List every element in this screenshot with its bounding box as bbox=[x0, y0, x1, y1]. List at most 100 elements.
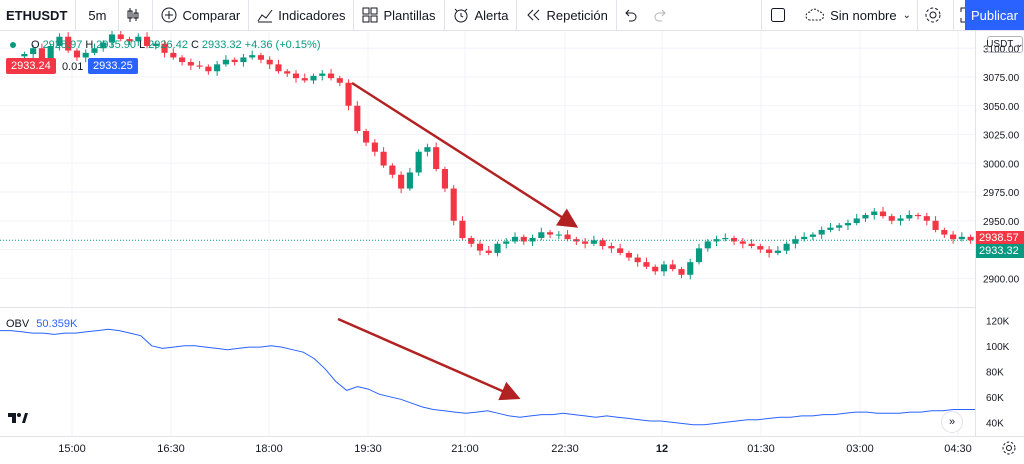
candle-body bbox=[143, 36, 151, 46]
candle-body bbox=[161, 43, 168, 53]
chevron-down-icon: ⌄ bbox=[902, 9, 911, 21]
obv-label: OBV bbox=[6, 318, 30, 330]
time-tick-label: 16:30 bbox=[157, 443, 185, 455]
time-tick-label: 04:30 bbox=[944, 443, 972, 455]
time-tick-label: 21:00 bbox=[451, 443, 479, 455]
time-tick-label: 12 bbox=[656, 443, 668, 455]
obv-value: 50.359K bbox=[36, 318, 78, 330]
candle-body bbox=[704, 241, 711, 249]
candle-body bbox=[836, 225, 843, 228]
currency-selector[interactable]: USDT ⌄ bbox=[986, 36, 1024, 53]
indicators-icon bbox=[257, 9, 273, 23]
candle-body bbox=[214, 64, 221, 72]
interval-button[interactable]: 5m bbox=[76, 0, 120, 31]
candle-body bbox=[415, 151, 422, 173]
fullscreen-select-button[interactable] bbox=[762, 0, 799, 31]
candle-body bbox=[888, 216, 895, 221]
candle-body bbox=[652, 266, 659, 272]
candle-body bbox=[818, 229, 825, 235]
replay-button[interactable]: Repetición bbox=[517, 0, 617, 31]
candle-body bbox=[468, 238, 475, 244]
time-tick-label: 15:00 bbox=[58, 443, 86, 455]
candle-body bbox=[363, 131, 370, 143]
candle-body bbox=[327, 73, 335, 79]
settings-button[interactable] bbox=[918, 0, 954, 31]
candle-body bbox=[599, 240, 606, 247]
rewind-icon bbox=[527, 9, 540, 21]
candle-body bbox=[345, 82, 352, 106]
candle-body bbox=[809, 234, 816, 237]
time-tick-label: 03:00 bbox=[846, 443, 874, 455]
alert-button[interactable]: Alerta bbox=[445, 0, 518, 31]
candle-body bbox=[520, 236, 527, 242]
publish-button[interactable]: Publicar bbox=[965, 0, 1024, 30]
price-tick-label: 3050.00 bbox=[983, 102, 1020, 113]
high-price-tag: 2938.57 bbox=[976, 231, 1024, 245]
candle-body bbox=[73, 50, 81, 58]
undo-button[interactable] bbox=[617, 0, 648, 31]
candle-body bbox=[170, 52, 177, 58]
obv-tick-label: 60K bbox=[986, 393, 1004, 404]
candle-body bbox=[914, 215, 922, 217]
candle-body bbox=[766, 249, 773, 253]
price-tick-label: 3075.00 bbox=[983, 73, 1020, 84]
candle-body bbox=[879, 211, 887, 217]
layout-name-button[interactable]: Sin nombre ⌄ bbox=[799, 0, 918, 31]
chart-type-button[interactable] bbox=[119, 0, 154, 31]
candle-body bbox=[424, 147, 431, 152]
candle-body bbox=[730, 238, 738, 242]
symbol-search-button[interactable]: ETHUSDT bbox=[0, 0, 77, 31]
candle-body bbox=[275, 64, 282, 72]
currency-label: USDT bbox=[986, 39, 1014, 50]
candle-body bbox=[459, 220, 466, 238]
compare-button[interactable]: Comparar bbox=[153, 0, 250, 31]
time-tick-label: 19:30 bbox=[354, 443, 382, 455]
candle-body bbox=[380, 151, 387, 166]
indicators-label: Indicadores bbox=[278, 7, 346, 23]
price-chart-svg[interactable] bbox=[0, 31, 975, 436]
close-label: C bbox=[190, 39, 199, 51]
time-tick-label: 01:30 bbox=[747, 443, 775, 455]
gear-icon[interactable] bbox=[1001, 440, 1017, 456]
candle-body bbox=[687, 262, 694, 275]
time-tick-label: 22:30 bbox=[551, 443, 579, 455]
time-axis[interactable]: 15:00 16:30 18:00 19:30 21:00 22:30 12 01:30 03:… bbox=[0, 436, 1024, 458]
candle-body bbox=[450, 188, 457, 221]
candle-body bbox=[608, 246, 615, 249]
redo-button[interactable] bbox=[648, 0, 763, 31]
high-label: H bbox=[85, 39, 94, 51]
candle-body bbox=[30, 48, 37, 54]
scroll-to-realtime-button[interactable]: » bbox=[941, 411, 963, 433]
candle-body bbox=[441, 169, 448, 189]
candle-body bbox=[941, 229, 948, 235]
candle-body bbox=[757, 246, 764, 250]
tradingview-logo[interactable] bbox=[7, 411, 29, 428]
candle-body bbox=[555, 234, 562, 236]
templates-label: Plantillas bbox=[383, 7, 436, 23]
candle-body bbox=[862, 215, 869, 219]
pane-separator[interactable] bbox=[0, 307, 1024, 308]
replay-label: Repetición bbox=[546, 7, 608, 23]
candle-body bbox=[967, 236, 974, 241]
alert-label: Alerta bbox=[474, 7, 509, 23]
indicators-button[interactable]: Indicadores bbox=[249, 0, 355, 31]
candle-body bbox=[301, 78, 308, 81]
ask-badge[interactable]: 2933.25 bbox=[88, 58, 138, 74]
bid-badge[interactable]: 2933.24 bbox=[6, 58, 56, 74]
candle-body bbox=[678, 269, 685, 275]
grid-icon bbox=[362, 7, 378, 23]
obv-tick-label: 80K bbox=[986, 367, 1004, 378]
chart-area[interactable] bbox=[0, 31, 975, 436]
candle-body bbox=[511, 236, 519, 242]
obv-legend[interactable]: OBV 50.359K bbox=[6, 318, 77, 330]
candle-body bbox=[722, 238, 729, 240]
price-tick-label: 3000.00 bbox=[983, 159, 1020, 170]
candle-body bbox=[634, 257, 641, 263]
high-value: 2935.90 bbox=[96, 39, 137, 51]
cloud-icon bbox=[805, 8, 825, 21]
candle-body bbox=[660, 264, 668, 272]
open-value: 2928.97 bbox=[42, 39, 83, 51]
top-toolbar: ETHUSDT 5m Comparar Indicadores Plantill… bbox=[0, 0, 1024, 31]
templates-button[interactable]: Plantillas bbox=[354, 0, 445, 31]
alarm-clock-icon bbox=[454, 8, 467, 23]
